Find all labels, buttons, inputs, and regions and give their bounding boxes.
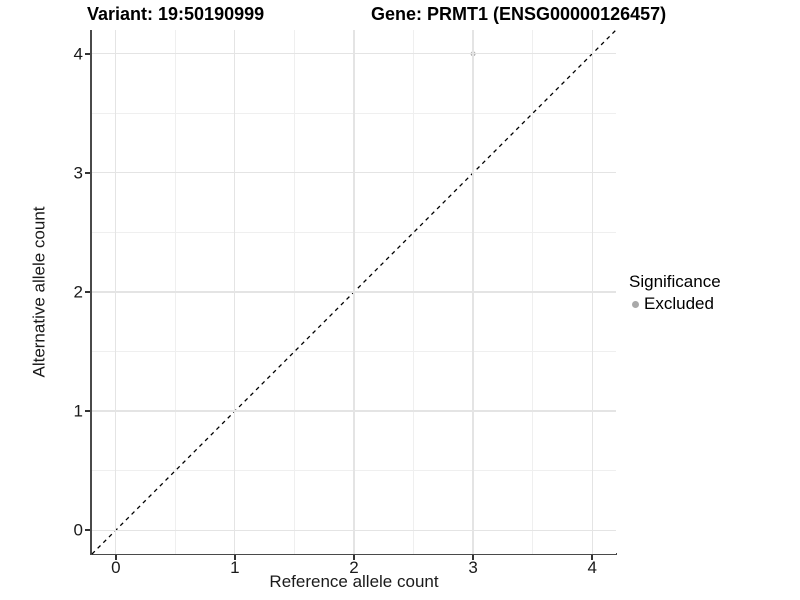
y-axis-line xyxy=(90,30,92,555)
legend-title: Significance xyxy=(629,272,721,291)
gene-title: Gene: PRMT1 (ENSG00000126457) xyxy=(371,4,667,24)
legend-item-excluded: Excluded xyxy=(632,295,721,314)
y-major-gridline xyxy=(92,172,616,174)
legend-key-dot xyxy=(632,301,639,309)
x-axis-line xyxy=(90,553,617,555)
x-tick-mark xyxy=(353,555,355,560)
y-tick-mark xyxy=(85,529,90,531)
y-axis-title: Alternative allele count xyxy=(29,206,49,378)
legend-item-label: Excluded xyxy=(644,294,714,314)
legend: Significance Excluded xyxy=(629,271,721,314)
x-tick-label: 1 xyxy=(230,558,240,577)
y-major-gridline xyxy=(92,53,616,55)
y-tick-label: 2 xyxy=(73,282,83,302)
y-tick-mark xyxy=(85,172,90,174)
y-tick-label: 1 xyxy=(73,401,83,421)
y-tick-mark xyxy=(85,291,90,293)
y-major-gridline xyxy=(92,529,616,531)
y-tick-mark xyxy=(85,53,90,55)
x-axis-title: Reference allele count xyxy=(269,572,439,591)
y-tick-label: 3 xyxy=(73,163,83,183)
plot-panel: 0 1 2 3 4 0 1 2 3 4 xyxy=(74,29,617,576)
x-tick-label: 0 xyxy=(111,558,121,577)
y-tick-mark xyxy=(85,410,90,412)
variant-title: Variant: 19:50190999 xyxy=(87,4,265,24)
y-major-gridline xyxy=(92,291,616,293)
x-tick-mark xyxy=(472,555,474,560)
x-tick-mark xyxy=(115,555,117,560)
x-tick-label: 3 xyxy=(468,558,478,577)
x-tick-mark xyxy=(591,555,593,560)
x-tick-label: 2 xyxy=(349,558,359,577)
x-tick-mark xyxy=(234,555,236,560)
y-major-gridline xyxy=(92,410,616,412)
x-tick-label: 4 xyxy=(587,558,597,577)
y-tick-label: 0 xyxy=(73,520,83,540)
y-tick-label: 4 xyxy=(73,44,83,64)
